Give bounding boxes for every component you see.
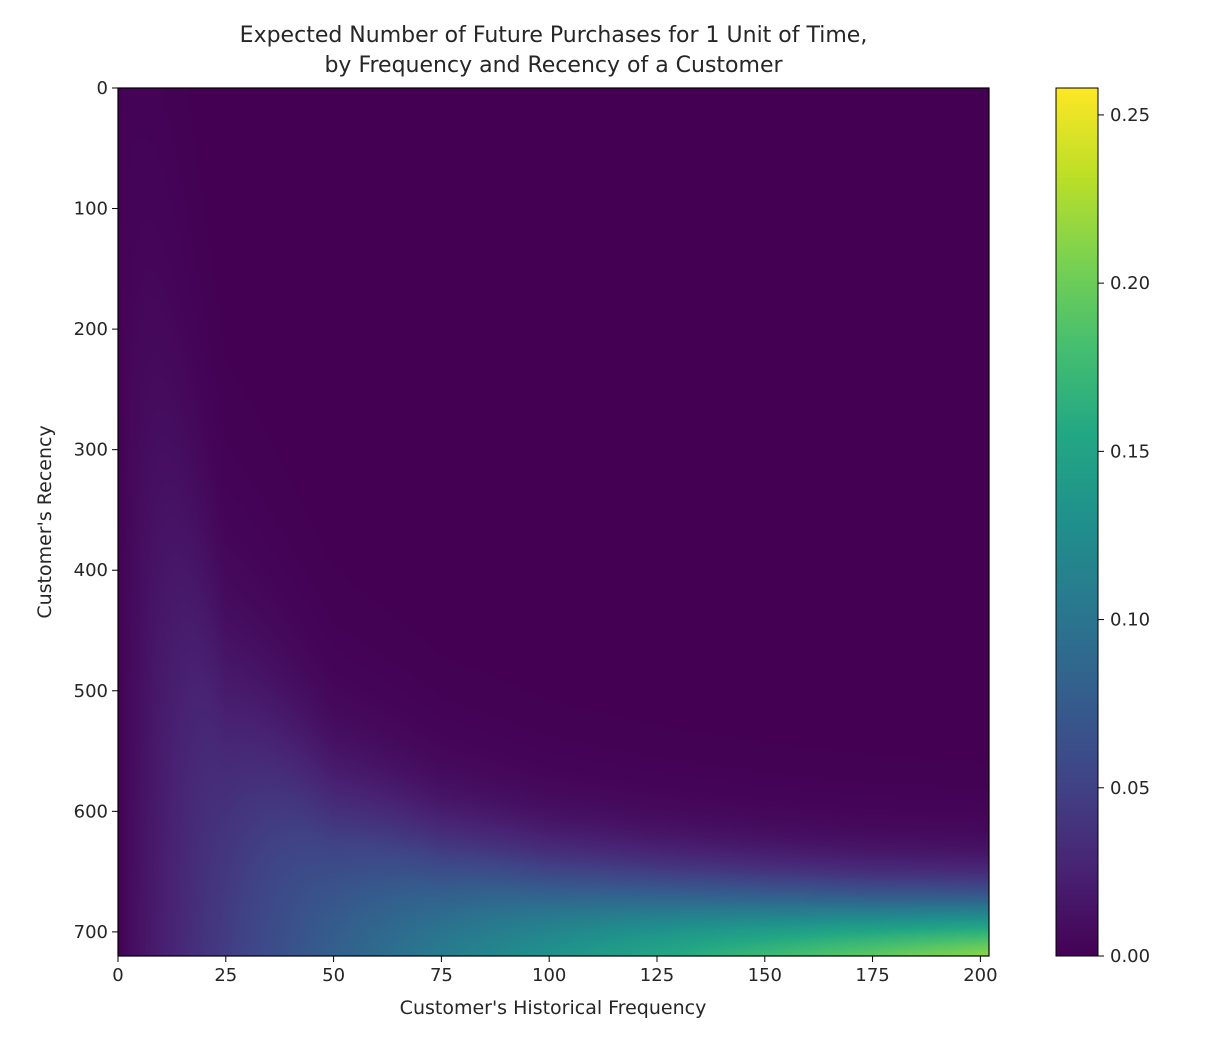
- colorbar: [1055, 87, 1099, 957]
- x-tick-label-2: 50: [322, 965, 345, 986]
- x-tick-label-8: 200: [963, 965, 997, 986]
- colorbar-tick-label-3: 0.15: [1110, 441, 1150, 462]
- x-axis-label: Customer's Historical Frequency: [400, 997, 707, 1019]
- y-axis-label: Customer's Recency: [34, 425, 56, 618]
- x-tick-label-5: 125: [640, 965, 674, 986]
- heatmap-image: [118, 88, 989, 956]
- colorbar-tick-label-2: 0.10: [1110, 610, 1150, 631]
- x-tick-label-3: 75: [430, 965, 453, 986]
- y-tick-label-4: 400: [74, 560, 108, 581]
- y-tick-label-2: 200: [74, 319, 108, 340]
- x-tick-label-0: 0: [112, 965, 123, 986]
- plot-frame: [117, 87, 990, 957]
- y-tick-label-0: 0: [97, 78, 108, 99]
- y-tick-label-6: 600: [74, 801, 108, 822]
- y-axis: 0 100 200 300 400 500 600 700: [74, 78, 118, 943]
- colorbar-tick-label-1: 0.05: [1110, 778, 1150, 799]
- x-tick-label-7: 175: [855, 965, 889, 986]
- y-tick-label-7: 700: [74, 922, 108, 943]
- chart-title-line-1: Expected Number of Future Purchases for …: [239, 23, 868, 48]
- x-axis: 0 25 50 75 100 125 150 175 200: [112, 956, 998, 986]
- colorbar-tick-label-5: 0.25: [1110, 105, 1150, 126]
- y-tick-label-1: 100: [74, 199, 108, 220]
- x-tick-label-4: 100: [532, 965, 566, 986]
- x-tick-label-6: 150: [748, 965, 782, 986]
- chart-title-line-2: by Frequency and Recency of a Customer: [324, 53, 783, 78]
- y-tick-label-3: 300: [74, 440, 108, 461]
- colorbar-tick-label-0: 0.00: [1110, 946, 1150, 967]
- colorbar-tick-label-4: 0.20: [1110, 273, 1150, 294]
- y-tick-label-5: 500: [74, 681, 108, 702]
- x-tick-label-1: 25: [214, 965, 237, 986]
- colorbar-axis: 0.00 0.05 0.10 0.15 0.20 0.25: [1098, 105, 1150, 967]
